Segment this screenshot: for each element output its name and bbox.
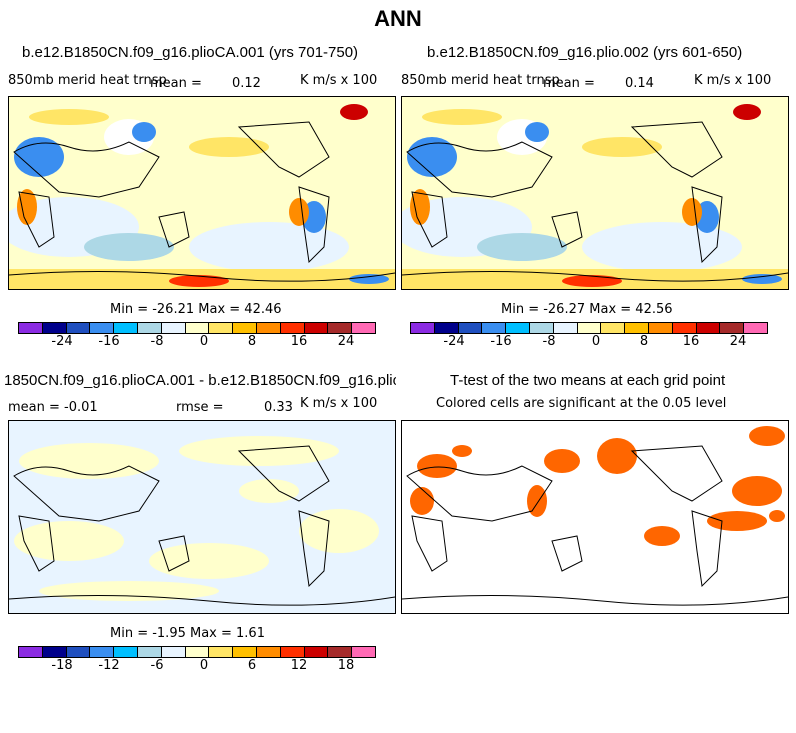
panel2-minmax: Min = -26.27 Max = 42.56: [501, 302, 673, 317]
colorbar-cell: [328, 647, 353, 657]
panel2-variable: 850mb merid heat trnsp: [401, 73, 560, 88]
colorbar-cell: [553, 323, 578, 333]
panel3-units: K m/s x 100: [300, 396, 378, 411]
colorbar-cell: [744, 323, 767, 333]
colorbar-cell: [280, 323, 305, 333]
colorbar-cell: [280, 647, 305, 657]
colorbar-cell: [114, 323, 138, 333]
colorbar-tick: 0: [591, 334, 601, 349]
colorbar-cell: [66, 323, 91, 333]
colorbar-tick: -8: [150, 334, 164, 349]
colorbar-cell: [185, 323, 210, 333]
panel1-colorbar: [18, 322, 376, 334]
panel4-field: [402, 426, 788, 606]
colorbar-tick: 16: [682, 334, 700, 349]
colorbar-cell: [304, 647, 329, 657]
page-title: ANN: [374, 6, 422, 31]
colorbar-cell: [256, 323, 281, 333]
colorbar-cell: [434, 323, 459, 333]
colorbar-cell: [90, 647, 115, 657]
colorbar-cell: [696, 323, 721, 333]
colorbar-cell: [233, 323, 257, 333]
colorbar-tick: -18: [51, 658, 73, 673]
colorbar-cell: [209, 647, 234, 657]
panel3-colorbar: [18, 646, 376, 658]
panel2-mean-value: 0.14: [625, 76, 654, 91]
colorbar-tick: 6: [247, 658, 257, 673]
panel4-map: [401, 420, 789, 614]
colorbar-cell: [256, 647, 281, 657]
panel2-field: [402, 104, 788, 289]
colorbar-cell: [185, 647, 210, 657]
colorbar-tick: 0: [199, 334, 209, 349]
colorbar-tick: -16: [98, 334, 120, 349]
colorbar-cell: [233, 647, 257, 657]
panel1-variable: 850mb merid heat trnsp: [8, 73, 167, 88]
colorbar-cell: [648, 323, 673, 333]
colorbar-cell: [137, 647, 162, 657]
panel1-field: [9, 104, 395, 289]
colorbar-tick: 12: [290, 658, 308, 673]
colorbar-tick: 24: [337, 334, 355, 349]
colorbar-cell: [42, 323, 67, 333]
panel4-subtitle: Colored cells are significant at the 0.0…: [436, 396, 727, 411]
colorbar-cell: [601, 323, 626, 333]
panel2-map: [401, 96, 789, 290]
colorbar-cell: [66, 647, 91, 657]
panel1-units: K m/s x 100: [300, 73, 378, 88]
colorbar-tick: -16: [490, 334, 512, 349]
colorbar-cell: [720, 323, 745, 333]
panel3-rmse-label: rmse =: [176, 400, 224, 415]
colorbar-cell: [529, 323, 554, 333]
panel3-rmse-value: 0.33: [264, 400, 293, 415]
colorbar-tick: -24: [51, 334, 73, 349]
colorbar-cell: [577, 323, 602, 333]
colorbar-tick: 18: [337, 658, 355, 673]
colorbar-cell: [328, 323, 353, 333]
panel4-title: T-test of the two means at each grid poi…: [450, 372, 726, 389]
colorbar-cell: [42, 647, 67, 657]
colorbar-tick: -12: [98, 658, 120, 673]
colorbar-tick: -6: [150, 658, 164, 673]
colorbar-tick: 8: [639, 334, 649, 349]
panel3-minmax: Min = -1.95 Max = 1.61: [110, 626, 265, 641]
colorbar-cell: [672, 323, 697, 333]
colorbar-cell: [458, 323, 483, 333]
colorbar-tick: 8: [247, 334, 257, 349]
colorbar-cell: [19, 647, 43, 657]
colorbar-cell: [482, 323, 507, 333]
colorbar-cell: [90, 323, 115, 333]
panel1-mean-label: mean =: [150, 76, 202, 91]
panel1-title: b.e12.B1850CN.f09_g16.plioCA.001 (yrs 70…: [22, 44, 359, 61]
panel2-mean-label: mean =: [543, 76, 595, 91]
panel3-title: 1850CN.f09_g16.plioCA.001 - b.e12.B1850C…: [4, 372, 396, 389]
colorbar-cell: [304, 323, 329, 333]
panel2-title: b.e12.B1850CN.f09_g16.plio.002 (yrs 601-…: [427, 44, 743, 61]
colorbar-cell: [352, 647, 375, 657]
colorbar-tick: 16: [290, 334, 308, 349]
colorbar-cell: [352, 323, 375, 333]
panel2-units: K m/s x 100: [694, 73, 772, 88]
panel1-minmax: Min = -26.21 Max = 42.46: [110, 302, 282, 317]
colorbar-tick: 0: [199, 658, 209, 673]
colorbar-cell: [137, 323, 162, 333]
colorbar-tick: 24: [729, 334, 747, 349]
colorbar-tick: -24: [443, 334, 465, 349]
colorbar-cell: [161, 323, 186, 333]
panel3-map: [8, 420, 396, 614]
panel2-colorbar: [410, 322, 768, 334]
panel1-mean-value: 0.12: [232, 76, 261, 91]
colorbar-cell: [411, 323, 435, 333]
colorbar-cell: [506, 323, 530, 333]
colorbar-cell: [161, 647, 186, 657]
colorbar-cell: [625, 323, 649, 333]
colorbar-cell: [19, 323, 43, 333]
colorbar-tick: -8: [542, 334, 556, 349]
colorbar-cell: [209, 323, 234, 333]
panel3-mean: mean = -0.01: [8, 400, 98, 415]
panel3-field: [9, 436, 395, 606]
panel1-map: [8, 96, 396, 290]
colorbar-cell: [114, 647, 138, 657]
